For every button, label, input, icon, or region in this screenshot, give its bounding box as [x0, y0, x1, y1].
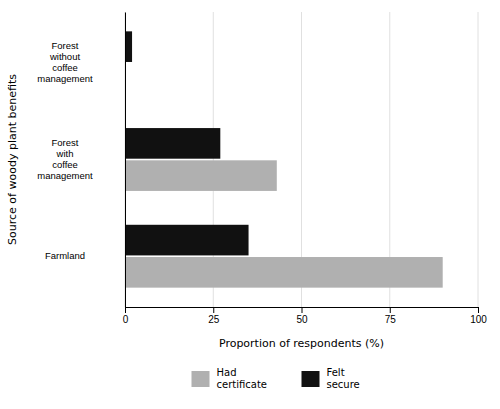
grid [125, 12, 478, 307]
bar [125, 225, 249, 256]
grid-line [478, 12, 479, 307]
tick-mark [125, 307, 126, 313]
bars [125, 31, 443, 287]
tick: Farmland [45, 250, 125, 261]
legend-swatch [192, 371, 210, 387]
tick-mark [302, 307, 303, 313]
axis-line [125, 13, 126, 308]
tick-mark [390, 307, 391, 313]
x-axis: 0 25 50 75 100 [123, 307, 488, 325]
tick: 25 [208, 307, 220, 325]
tick-label: 75 [385, 314, 397, 325]
tick: 100 [470, 307, 487, 325]
tick-label: Forestwithoutcoffeemanagement [37, 40, 93, 84]
legend-item: Hadcertificate [192, 367, 267, 390]
legend: Hadcertificate Feltsecure [192, 367, 360, 390]
legend-label: Hadcertificate [217, 367, 267, 390]
tick-label: Forestwithcoffeemanagement [37, 137, 93, 181]
bar-series [125, 31, 249, 255]
tick: 0 [123, 307, 129, 325]
bar [125, 160, 277, 191]
tick-mark [213, 307, 214, 313]
tick-label: Farmland [45, 250, 85, 261]
plot: 0 25 50 75 100 Farmland Forestwithcoffeemanage… [37, 12, 487, 325]
y-axis-title: Source of woody plant benefits [6, 74, 19, 245]
tick: Forestwithoutcoffeemanagement [37, 40, 125, 84]
legend-item: Feltsecure [302, 367, 360, 390]
tick-label: 0 [123, 314, 129, 325]
bar [125, 31, 132, 62]
legend-swatch [302, 371, 320, 387]
tick: Forestwithcoffeemanagement [37, 137, 125, 181]
tick-label: 100 [470, 314, 487, 325]
bar-series [125, 160, 443, 287]
chart: 0 25 50 75 100 Farmland Forestwithcoffeemanage… [0, 0, 500, 409]
tick-label: 50 [296, 314, 308, 325]
legend-label: Feltsecure [327, 367, 360, 390]
tick: 75 [385, 307, 397, 325]
tick: 50 [296, 307, 308, 325]
axis-line [126, 308, 479, 314]
bar [125, 128, 220, 159]
tick-mark [478, 307, 479, 313]
y-axis: Farmland Forestwithcoffeemanagement Forest… [37, 13, 125, 308]
bar [125, 257, 443, 288]
grid-line [125, 12, 126, 307]
x-axis-title: Proportion of respondents (%) [219, 337, 384, 350]
tick-label: 25 [208, 314, 220, 325]
